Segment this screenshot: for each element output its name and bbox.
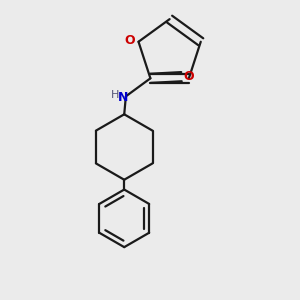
Text: O: O [183,70,194,83]
Text: N: N [117,92,128,104]
Text: H: H [111,90,120,100]
Text: O: O [124,34,135,46]
